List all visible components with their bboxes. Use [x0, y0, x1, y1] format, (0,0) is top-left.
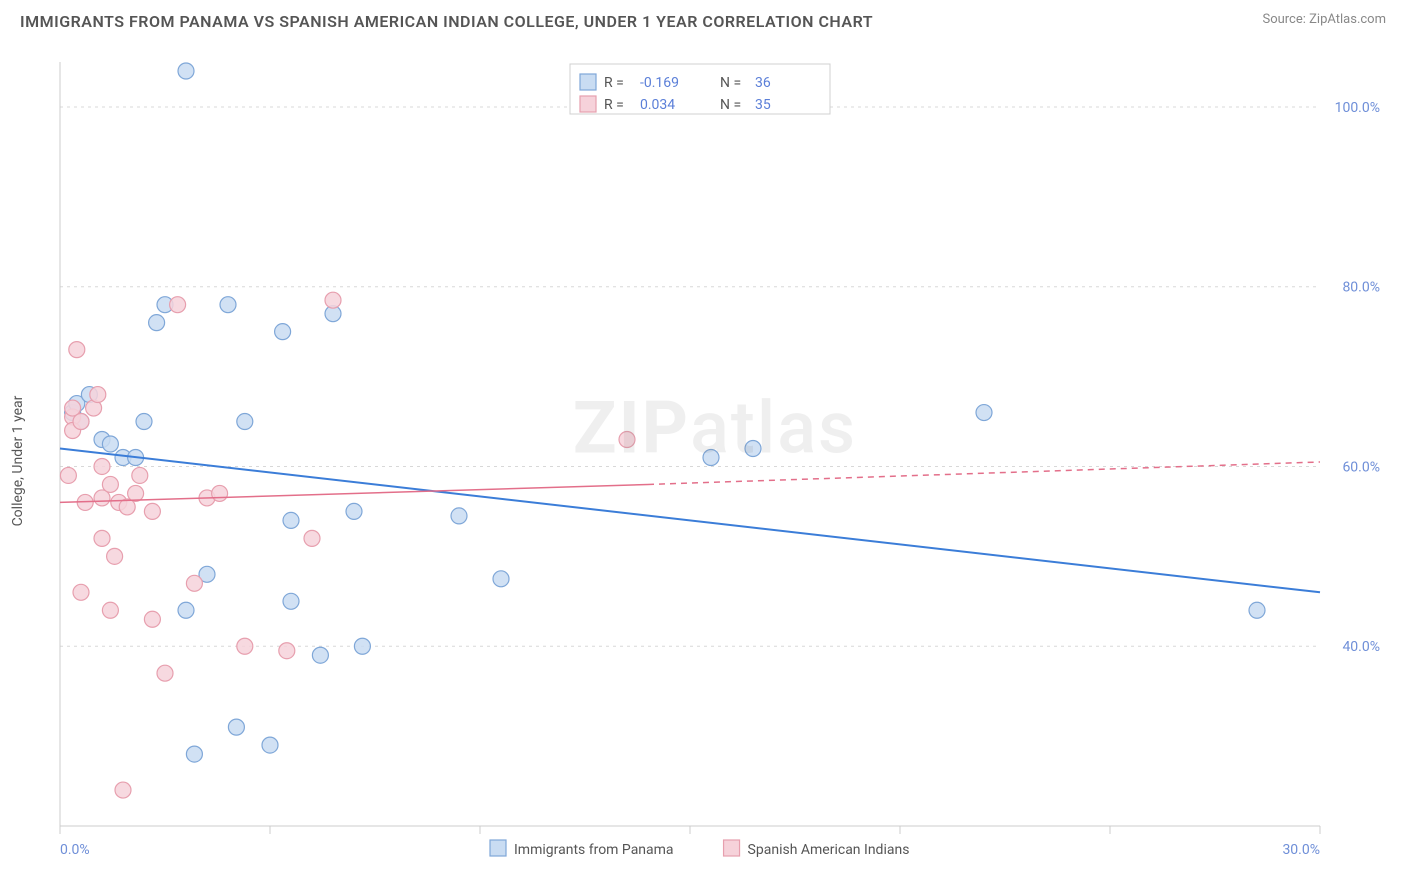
- trend-line-spanish-dashed: [648, 462, 1320, 484]
- x-tick-label: 0.0%: [60, 842, 90, 858]
- data-point: [178, 602, 194, 618]
- legend-swatch: [580, 96, 596, 112]
- data-point: [170, 297, 186, 313]
- data-point: [73, 584, 89, 600]
- data-point: [69, 342, 85, 358]
- data-point: [325, 292, 341, 308]
- data-point: [94, 530, 110, 546]
- data-point: [619, 432, 635, 448]
- data-point: [1249, 602, 1265, 618]
- y-tick-label: 40.0%: [1342, 639, 1380, 655]
- legend-swatch: [580, 74, 596, 90]
- chart-title: IMMIGRANTS FROM PANAMA VS SPANISH AMERIC…: [20, 12, 873, 31]
- data-point: [304, 530, 320, 546]
- legend-n-label: N =: [720, 97, 741, 113]
- scatter-chart: 40.0% 60.0% 80.0% 100.0% 0.0% 30.0% R = -0.169 N…: [36, 50, 1394, 872]
- data-point: [73, 414, 89, 430]
- data-point: [312, 647, 328, 663]
- legend-r-label: R =: [604, 75, 624, 91]
- data-point: [186, 746, 202, 762]
- legend-n-label: N =: [720, 75, 741, 91]
- data-point: [451, 508, 467, 524]
- data-point: [220, 297, 236, 313]
- legend-r-label: R =: [604, 97, 624, 113]
- data-point: [102, 436, 118, 452]
- chart-source: Source: ZipAtlas.com: [1262, 12, 1386, 27]
- legend-n-value: 36: [755, 75, 771, 91]
- data-point: [283, 512, 299, 528]
- legend-bottom-label: Spanish American Indians: [748, 842, 910, 858]
- data-point: [283, 593, 299, 609]
- y-tick-label: 80.0%: [1342, 280, 1380, 296]
- data-point: [102, 602, 118, 618]
- trend-line-panama: [60, 448, 1320, 592]
- data-point: [102, 476, 118, 492]
- data-point: [136, 414, 152, 430]
- legend-r-value: 0.034: [640, 97, 675, 113]
- data-point: [132, 467, 148, 483]
- data-point: [94, 458, 110, 474]
- data-point: [90, 387, 106, 403]
- data-point: [144, 503, 160, 519]
- data-point: [976, 405, 992, 421]
- legend-n-value: 35: [755, 97, 771, 113]
- data-point: [186, 575, 202, 591]
- legend-bottom-swatch: [724, 840, 740, 856]
- chart-area: College, Under 1 year ZIPatlas 40.0%60.0…: [36, 50, 1394, 872]
- data-point: [262, 737, 278, 753]
- data-point: [128, 485, 144, 501]
- data-point: [354, 638, 370, 654]
- data-point: [144, 611, 160, 627]
- data-point: [157, 665, 173, 681]
- legend-bottom-swatch: [490, 840, 506, 856]
- data-point: [237, 638, 253, 654]
- data-point: [60, 467, 76, 483]
- legend-bottom-label: Immigrants from Panama: [514, 842, 674, 858]
- data-point: [212, 485, 228, 501]
- data-point: [237, 414, 253, 430]
- y-axis-label: College, Under 1 year: [10, 396, 26, 527]
- data-point: [115, 782, 131, 798]
- y-tick-label: 100.0%: [1335, 100, 1380, 116]
- x-tick-label: 30.0%: [1282, 842, 1320, 858]
- trend-line-spanish-solid: [60, 484, 648, 502]
- data-point: [107, 548, 123, 564]
- data-point: [703, 449, 719, 465]
- data-point: [178, 63, 194, 79]
- data-point: [493, 571, 509, 587]
- data-point: [149, 315, 165, 331]
- data-point: [279, 643, 295, 659]
- y-tick-label: 60.0%: [1342, 459, 1380, 475]
- legend-r-value: -0.169: [640, 75, 679, 91]
- data-point: [275, 324, 291, 340]
- data-point: [228, 719, 244, 735]
- data-point: [346, 503, 362, 519]
- data-point: [745, 440, 761, 456]
